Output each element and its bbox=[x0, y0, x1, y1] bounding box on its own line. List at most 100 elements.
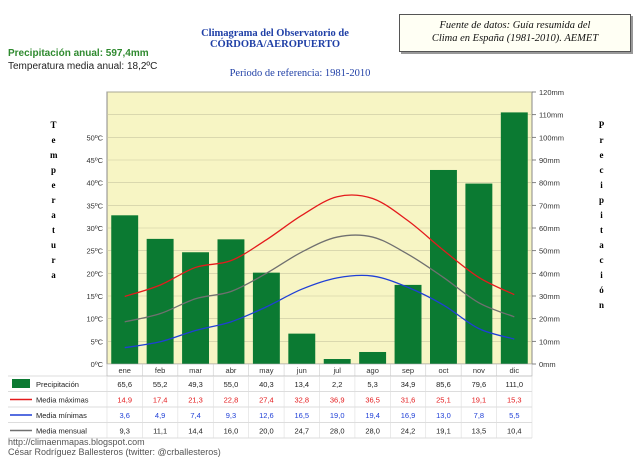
min-row-value: 13,0 bbox=[436, 411, 451, 420]
month-label: may bbox=[259, 366, 273, 375]
min-row-name: Media mínimas bbox=[36, 411, 87, 420]
precip-bar bbox=[111, 215, 139, 364]
mean-row-value: 9,3 bbox=[119, 427, 129, 436]
precip-row-name: Precipitación bbox=[36, 380, 79, 389]
legend-swatch-bar bbox=[12, 379, 30, 388]
precip-row-value: 65,6 bbox=[117, 380, 132, 389]
min-row-value: 19,0 bbox=[330, 411, 345, 420]
right-tick-label: 90mm bbox=[539, 156, 560, 165]
source-line-1: Fuente de datos: Guía resumida del bbox=[439, 20, 591, 31]
month-label: jul bbox=[332, 366, 341, 375]
mean-row-value: 10,4 bbox=[507, 427, 522, 436]
max-row-value: 36,5 bbox=[365, 396, 380, 405]
left-tick-label: 35ºC bbox=[87, 201, 104, 210]
precip-bar bbox=[252, 272, 280, 364]
left-tick-label: 10ºC bbox=[87, 315, 104, 324]
max-row-value: 31,6 bbox=[401, 396, 416, 405]
right-tick-label: 40mm bbox=[539, 269, 560, 278]
precip-row-value: 79,6 bbox=[472, 380, 487, 389]
precip-row-value: 13,4 bbox=[294, 380, 309, 389]
right-tick-label: 10mm bbox=[539, 337, 560, 346]
mean-row-value: 14,4 bbox=[188, 427, 203, 436]
min-row-value: 16,9 bbox=[401, 411, 416, 420]
right-tick-label: 20mm bbox=[539, 315, 560, 324]
mean-row-value: 24,2 bbox=[401, 427, 416, 436]
mean-row-name: Media mensual bbox=[36, 427, 87, 436]
precip-row-value: 111,0 bbox=[505, 380, 523, 389]
precip-bar bbox=[217, 239, 245, 364]
max-row-value: 17,4 bbox=[153, 396, 168, 405]
max-row-value: 21,3 bbox=[188, 396, 203, 405]
min-row-value: 19,4 bbox=[365, 411, 380, 420]
max-row-name: Media máximas bbox=[36, 396, 89, 405]
precip-bar bbox=[394, 284, 422, 364]
max-row-value: 32,8 bbox=[294, 396, 309, 405]
source-line-2: Clima en España (1981-2010). AEMET bbox=[431, 33, 599, 44]
precip-row-value: 34,9 bbox=[401, 380, 416, 389]
left-tick-label: 0ºC bbox=[91, 360, 104, 369]
source-box: Fuente de datos: Guía resumida del Clima… bbox=[399, 14, 631, 52]
footer-url: http://climaenmapas.blogspot.com bbox=[8, 437, 145, 447]
left-tick-label: 20ºC bbox=[87, 269, 104, 278]
min-row-value: 16,5 bbox=[294, 411, 309, 420]
min-row-value: 3,6 bbox=[119, 411, 129, 420]
annual-precipitation: Precipitación anual: 597,4mm bbox=[8, 48, 149, 59]
min-temp-line bbox=[124, 274, 515, 349]
right-tick-label: 50mm bbox=[539, 247, 560, 256]
min-row-value: 4,9 bbox=[155, 411, 165, 420]
right-tick-label: 110mm bbox=[539, 111, 563, 120]
month-label: mar bbox=[189, 366, 202, 375]
annual-temperature: Temperatura media anual: 18,2ºC bbox=[8, 61, 158, 72]
mean-row-value: 11,1 bbox=[153, 427, 167, 436]
precip-row-value: 5,3 bbox=[367, 380, 377, 389]
chart-title: Climagrama del Observatorio de CÓRDOBA/A… bbox=[201, 28, 349, 50]
month-label: jun bbox=[296, 366, 307, 375]
right-tick-label: 0mm bbox=[539, 360, 556, 369]
precip-row-value: 55,2 bbox=[153, 380, 168, 389]
mean-temp-line bbox=[124, 234, 515, 323]
precip-bar bbox=[430, 169, 457, 364]
precip-bar bbox=[465, 183, 493, 364]
precip-row-value: 49,3 bbox=[188, 380, 203, 389]
month-label: feb bbox=[155, 366, 165, 375]
precip-row-value: 85,6 bbox=[436, 380, 451, 389]
chart-subtitle: Periodo de referencia: 1981-2010 bbox=[229, 68, 371, 79]
left-tick-label: 50ºC bbox=[87, 133, 104, 142]
right-tick-label: 70mm bbox=[539, 201, 560, 210]
left-tick-label: 45ºC bbox=[87, 156, 104, 165]
left-tick-label: 40ºC bbox=[87, 179, 104, 188]
month-label: dic bbox=[509, 366, 519, 375]
max-row-value: 14,9 bbox=[117, 396, 132, 405]
min-row-value: 7,4 bbox=[190, 411, 200, 420]
mean-row-value: 19,1 bbox=[436, 427, 451, 436]
mean-row-value: 20,0 bbox=[259, 427, 274, 436]
right-tick-label: 30mm bbox=[539, 292, 560, 301]
month-label: sep bbox=[402, 366, 414, 375]
month-label: ene bbox=[118, 366, 131, 375]
right-tick-label: 100mm bbox=[539, 133, 564, 142]
mean-row-value: 16,0 bbox=[224, 427, 239, 436]
min-row-value: 12,6 bbox=[259, 411, 274, 420]
max-row-value: 15,3 bbox=[507, 396, 522, 405]
left-tick-label: 15ºC bbox=[87, 292, 104, 301]
mean-row-value: 13,5 bbox=[472, 427, 487, 436]
precip-bar bbox=[288, 333, 316, 364]
right-tick-label: 120mm bbox=[539, 88, 564, 97]
month-label: ago bbox=[366, 366, 379, 375]
month-label: nov bbox=[473, 366, 485, 375]
max-row-value: 22,8 bbox=[224, 396, 239, 405]
left-tick-label: 30ºC bbox=[87, 224, 104, 233]
left-tick-label: 5ºC bbox=[91, 337, 104, 346]
right-tick-label: 60mm bbox=[539, 224, 560, 233]
precip-bar bbox=[323, 359, 351, 364]
month-label: oct bbox=[438, 366, 449, 375]
max-row-value: 25,1 bbox=[436, 396, 451, 405]
precip-row-value: 55,0 bbox=[224, 380, 239, 389]
max-row-value: 27,4 bbox=[259, 396, 274, 405]
max-row-value: 36,9 bbox=[330, 396, 345, 405]
min-row-value: 5,5 bbox=[509, 411, 519, 420]
max-row-value: 19,1 bbox=[472, 396, 487, 405]
mean-row-value: 28,0 bbox=[330, 427, 345, 436]
